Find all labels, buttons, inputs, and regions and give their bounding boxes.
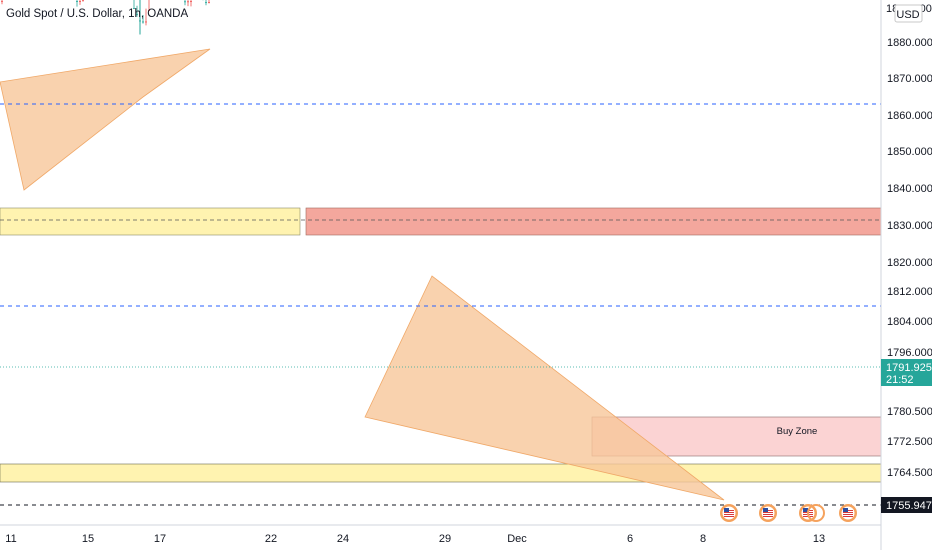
supply-zone[interactable] — [305, 207, 882, 236]
candle-body — [145, 21, 147, 23]
price-axis[interactable] — [881, 0, 932, 550]
level-price-badge — [881, 497, 932, 513]
level-price-label: 1755.947 — [886, 500, 932, 512]
countdown-label: 21:52 — [886, 374, 914, 386]
time-axis[interactable]: 11 15 17 22 24 29 Dec 6 8 13 — [5, 533, 825, 545]
currency-label: USD — [896, 9, 919, 21]
candle-body — [133, 8, 135, 9]
candle-body — [79, 1, 81, 2]
time-tick-label: 15 — [82, 533, 94, 545]
buy-zone-label: Buy Zone — [777, 426, 818, 437]
price-tick-label: 1812.000 — [887, 286, 932, 298]
candle-body — [142, 21, 144, 23]
candle-body — [1, 0, 3, 2]
candle-body — [184, 1, 186, 3]
time-tick-label: 11 — [5, 533, 16, 545]
time-tick-label: 24 — [337, 533, 349, 545]
time-tick-label: 17 — [154, 533, 166, 545]
candle-body — [148, 10, 150, 11]
time-tick-label: 29 — [439, 533, 451, 545]
falling-wedge-pattern[interactable] — [364, 275, 725, 501]
price-tick-label: 1870.000 — [887, 73, 932, 85]
us-flag-icon[interactable] — [839, 504, 857, 522]
price-tick-label: 1764.500 — [887, 467, 932, 479]
price-tick-label: 1796.000 — [887, 347, 932, 359]
candle-body — [76, 1, 78, 2]
candle-body — [187, 1, 189, 3]
candle-body — [190, 1, 192, 2]
support-zone-lower[interactable] — [0, 463, 882, 483]
price-tick-label: 1820.000 — [887, 257, 932, 269]
event-icons[interactable] — [720, 504, 857, 522]
price-tick-label: 1772.500 — [887, 436, 932, 448]
time-tick-label: 8 — [700, 533, 706, 545]
support-zone-upper[interactable] — [0, 207, 301, 236]
candle-body — [82, 0, 84, 1]
stacked-event-icon — [807, 504, 825, 522]
time-tick-label: Dec — [507, 533, 527, 545]
current-price-badge — [881, 359, 932, 386]
candle-body — [136, 13, 138, 15]
time-tick-label: 22 — [265, 533, 277, 545]
price-ticks: 1880.000 1870.000 1860.000 1850.000 1840.000… — [887, 37, 932, 479]
time-tick-label: 13 — [813, 533, 825, 545]
price-tick-label: 1780.500 — [887, 406, 932, 418]
candle-body — [208, 2, 210, 4]
currency-badge[interactable] — [894, 4, 923, 23]
price-tick-label: 1880.000 — [887, 37, 932, 49]
price-tick-label: 1804.000 — [887, 316, 932, 328]
candle-series[interactable] — [1, 0, 723, 35]
us-flag-icon[interactable] — [720, 504, 738, 522]
price-tick-label: 1850.000 — [887, 146, 932, 158]
rising-wedge-pattern[interactable] — [0, 48, 211, 191]
symbol-title: Gold Spot / U.S. Dollar, 1h, OANDA — [6, 8, 188, 20]
us-flag-icon[interactable] — [759, 504, 777, 522]
price-tick-label: 1840.000 — [887, 183, 932, 195]
current-price-label: 1791.925 — [886, 362, 932, 374]
price-tick-label: 1860.000 — [887, 110, 932, 122]
time-tick-label: 6 — [627, 533, 633, 545]
price-tick-label: 1830.000 — [887, 220, 932, 232]
candle-body — [205, 2, 207, 4]
